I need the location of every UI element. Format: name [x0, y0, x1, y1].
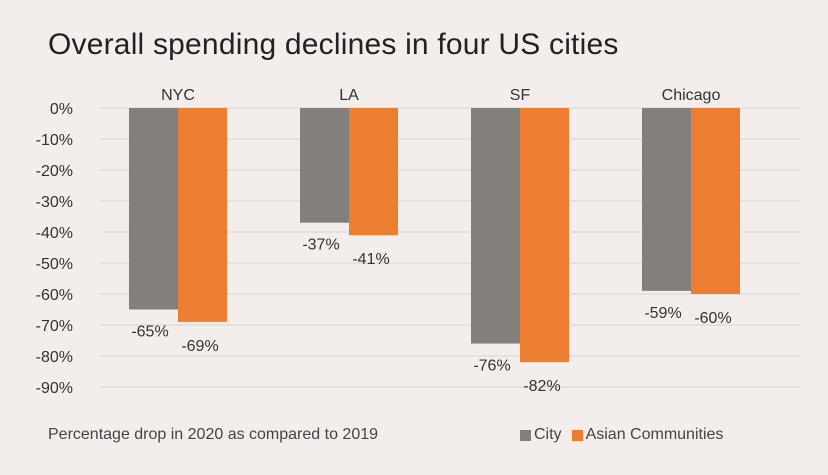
- category-label: LA: [339, 87, 359, 104]
- data-label: -37%: [302, 237, 339, 254]
- data-label: -60%: [694, 310, 731, 327]
- bar-nyc-city: [129, 108, 178, 310]
- category-label: SF: [510, 87, 531, 104]
- y-tick-label: -80%: [36, 349, 73, 366]
- data-label: -59%: [644, 305, 681, 322]
- data-label: -82%: [523, 378, 560, 395]
- bar-chicago-asian-communities: [691, 108, 740, 294]
- y-tick-label: 0%: [50, 101, 73, 118]
- legend-label-asian-communities: Asian Communities: [585, 426, 724, 443]
- y-tick-label: -50%: [36, 256, 73, 273]
- category-label: Chicago: [662, 87, 721, 104]
- data-label: -41%: [352, 251, 389, 268]
- data-label: -76%: [473, 358, 510, 375]
- y-tick-label: -10%: [36, 132, 73, 149]
- y-tick-label: -20%: [36, 163, 73, 180]
- y-tick-label: -40%: [36, 225, 73, 242]
- legend-item-city: City: [520, 426, 562, 444]
- chart-title: Overall spending declines in four US cit…: [48, 28, 619, 61]
- data-label: -65%: [131, 324, 168, 341]
- y-tick-label: -60%: [36, 287, 73, 304]
- legend-label-city: City: [534, 426, 562, 443]
- bar-sf-asian-communities: [520, 108, 569, 363]
- y-tick-label: -30%: [36, 194, 73, 211]
- y-tick-label: -90%: [36, 380, 73, 397]
- footnote: Percentage drop in 2020 as compared to 2…: [48, 426, 379, 443]
- legend: City Asian Communities: [520, 426, 733, 444]
- bar-nyc-asian-communities: [178, 108, 227, 322]
- category-label: NYC: [161, 87, 195, 104]
- legend-swatch-city: [520, 429, 531, 441]
- bar-la-asian-communities: [349, 108, 398, 236]
- y-tick-label: -70%: [36, 318, 73, 335]
- legend-item-asian-communities: Asian Communities: [571, 426, 724, 444]
- bar-la-city: [300, 108, 349, 223]
- bar-sf-city: [471, 108, 520, 344]
- data-label: -69%: [181, 338, 218, 355]
- legend-swatch-asian-communities: [571, 429, 583, 441]
- bar-chicago-city: [642, 108, 691, 291]
